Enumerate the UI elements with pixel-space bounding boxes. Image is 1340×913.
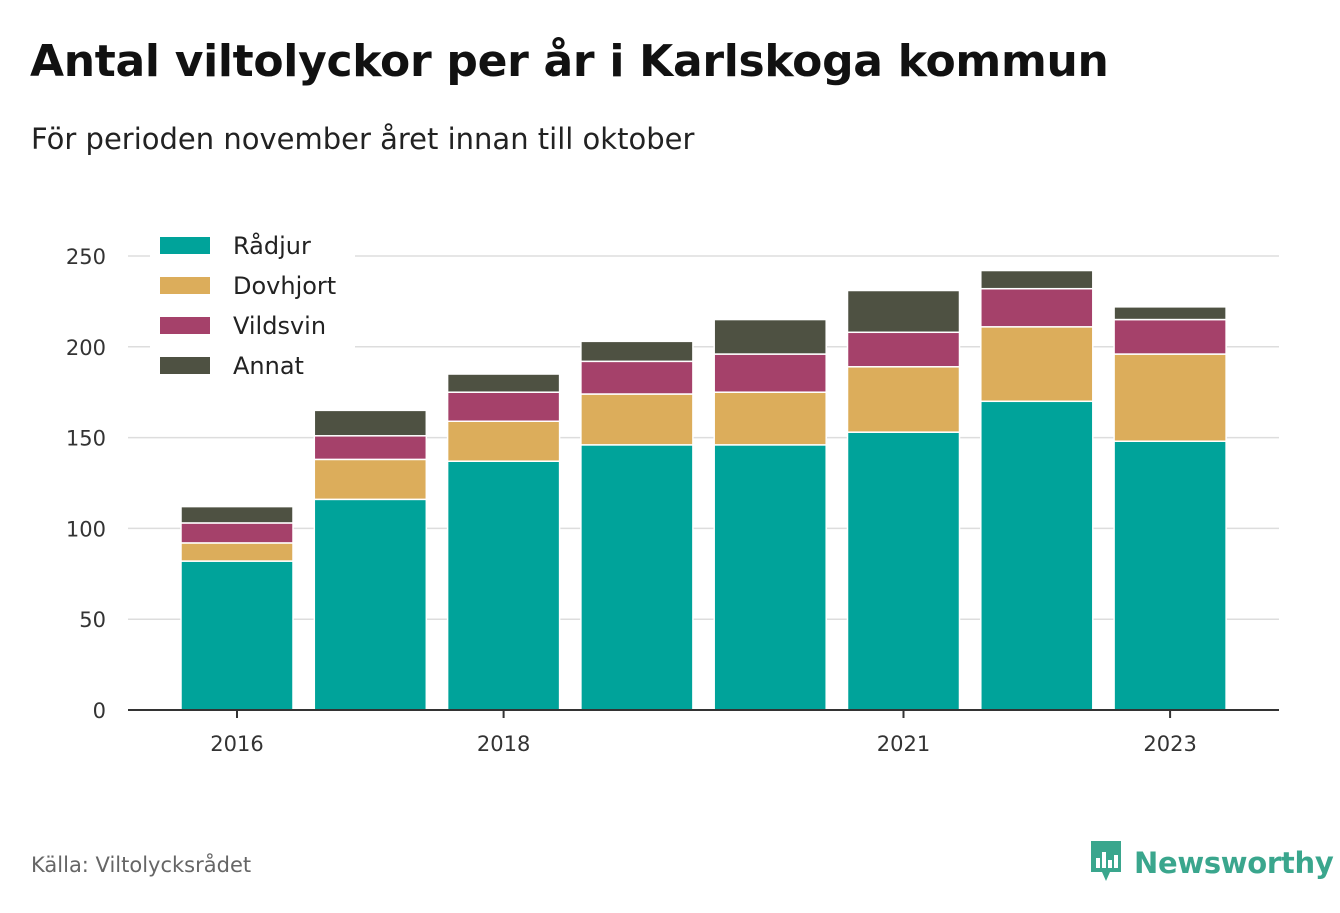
bar-segment xyxy=(1113,318,1227,355)
x-tick-label: 2018 xyxy=(477,732,530,756)
y-tick-label: 150 xyxy=(66,427,106,451)
bar-segment xyxy=(180,522,294,544)
legend-swatch xyxy=(160,237,210,254)
legend-label: Annat xyxy=(233,352,304,380)
bar-segment xyxy=(180,560,294,711)
bar-segment xyxy=(446,460,561,711)
legend-label: Dovhjort xyxy=(233,272,336,300)
newsworthy-logo-icon xyxy=(1088,838,1124,888)
bar-segment xyxy=(980,269,1094,290)
y-tick-label: 200 xyxy=(66,336,106,360)
bar-segment xyxy=(580,340,694,363)
x-tick-label: 2016 xyxy=(210,732,263,756)
y-tick-label: 100 xyxy=(66,517,106,541)
bar-segment xyxy=(1113,306,1227,321)
bar-segment xyxy=(846,366,961,433)
bar-segment xyxy=(313,458,428,501)
bar-segment xyxy=(1113,440,1227,711)
bar-segment xyxy=(980,287,1094,328)
bar-segment xyxy=(313,435,428,461)
bar-segment xyxy=(713,353,827,393)
bar-segment xyxy=(846,431,961,711)
bar-segment xyxy=(446,373,561,393)
bar-segment xyxy=(980,400,1094,711)
source-note: Källa: Viltolycksrådet xyxy=(31,853,252,877)
legend: Rådjur Dovhjort Vildsvin Annat xyxy=(150,228,355,384)
bar-segment xyxy=(846,331,961,368)
brand-logo[interactable]: Newsworthy xyxy=(1088,838,1334,888)
bar-segment xyxy=(580,444,694,711)
x-tick-label: 2023 xyxy=(1143,732,1196,756)
legend-swatch xyxy=(160,317,210,334)
bar-segment xyxy=(313,498,428,711)
bar-segment xyxy=(713,444,827,711)
y-tick-label: 50 xyxy=(79,608,106,632)
legend-label: Rådjur xyxy=(233,231,311,260)
bar-segment xyxy=(980,326,1094,403)
chart-title: Antal viltolyckor per år i Karlskoga kom… xyxy=(30,36,1109,87)
bar-segment xyxy=(313,409,428,437)
bar-segment xyxy=(446,391,561,423)
x-tick-label: 2021 xyxy=(877,732,930,756)
legend-swatch xyxy=(160,277,210,294)
bar-segment xyxy=(180,505,294,524)
legend-label: Vildsvin xyxy=(233,312,326,340)
brand-name: Newsworthy xyxy=(1134,846,1334,880)
bar-segment xyxy=(446,420,561,462)
bar-segment xyxy=(180,542,294,562)
bar-segment xyxy=(713,391,827,446)
y-tick-label: 0 xyxy=(93,699,106,723)
legend-swatch xyxy=(160,357,210,374)
bar-segment xyxy=(846,289,961,334)
axes: 0 50 100 150 200 250 2016 2018 2021 2023 xyxy=(66,245,1279,756)
bar-segment xyxy=(713,318,827,355)
bar-segment xyxy=(580,360,694,395)
bar-segment xyxy=(580,393,694,446)
chart-subtitle: För perioden november året innan till ok… xyxy=(31,122,695,156)
bar-segment xyxy=(1113,353,1227,442)
bars xyxy=(180,269,1227,711)
y-tick-label: 250 xyxy=(66,245,106,269)
